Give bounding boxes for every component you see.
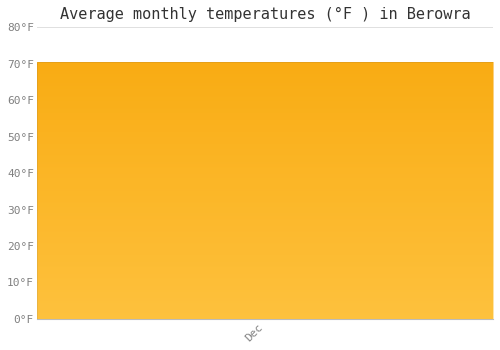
Bar [36, 62, 493, 319]
Title: Average monthly temperatures (°F ) in Berowra: Average monthly temperatures (°F ) in Be… [60, 7, 470, 22]
